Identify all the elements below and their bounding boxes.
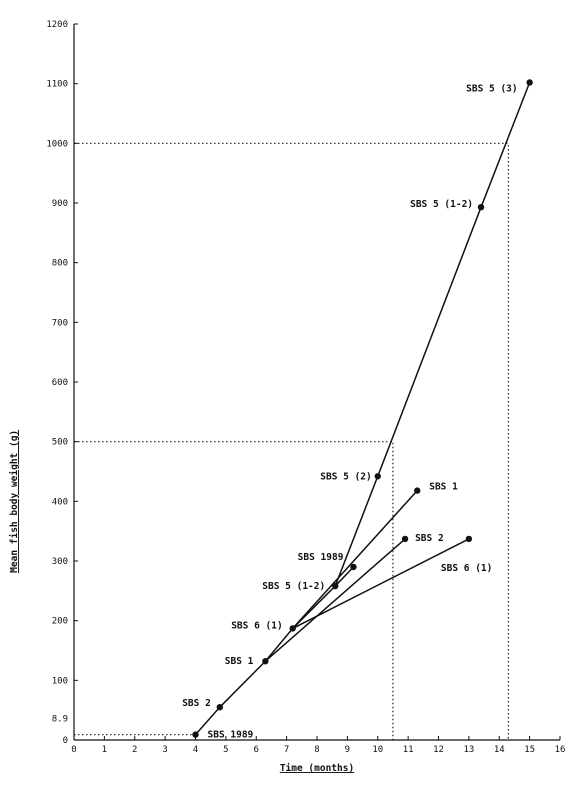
data-point [332, 582, 339, 590]
x-tick-label: 1 [102, 745, 107, 755]
data-point [526, 79, 533, 86]
x-tick-label: 12 [433, 745, 444, 755]
x-tick-label: 3 [162, 745, 167, 755]
x-tick-label: 15 [524, 745, 535, 755]
x-tick-label: 0 [71, 745, 76, 755]
data-point [262, 658, 269, 665]
y-tick-label: 0 [63, 736, 68, 746]
y-tick-label: 200 [52, 617, 68, 627]
x-tick-label: 2 [132, 745, 137, 755]
y-tick-label: 100 [52, 676, 68, 686]
y-tick-label: 600 [52, 378, 68, 388]
point-labels: SBS 1989 SBS 2 SBS 1 SBS 6 (1) SBS 5 (1-2) SB… [182, 83, 517, 740]
point-label: SBS 2 [415, 533, 444, 544]
x-tick-label: 7 [284, 745, 289, 755]
point-label: SBS 2 [182, 698, 211, 709]
y-tick-label: 400 [52, 497, 68, 507]
series-line [292, 538, 470, 630]
reference-line [74, 142, 509, 740]
data-point [289, 625, 296, 632]
point-label: SBS 5 (2) [320, 471, 371, 482]
data-point [192, 731, 199, 738]
point-label: SBS 5 (1-2) [410, 199, 473, 210]
series-line [334, 566, 354, 587]
series-lines [194, 82, 531, 736]
point-label: SBS 1989 [298, 552, 344, 563]
data-points [192, 79, 533, 738]
x-tick-label: 8 [314, 745, 319, 755]
x-tick-label: 16 [555, 745, 566, 755]
point-label: SBS 1 [429, 482, 458, 493]
data-point [374, 473, 381, 480]
point-label: SBS 1989 [208, 730, 254, 741]
point-label: SBS 5 (3) [466, 83, 517, 94]
data-point [477, 203, 485, 211]
series-line [292, 490, 418, 629]
x-tick-label: 14 [494, 745, 505, 755]
x-tick-label: 11 [403, 745, 414, 755]
series-line [194, 82, 531, 736]
x-tick-label: 13 [463, 745, 474, 755]
data-point [401, 535, 409, 543]
reference-lines [74, 142, 509, 740]
x-axis-title: Time (months) [280, 763, 354, 774]
x-tick-label: 5 [223, 745, 228, 755]
y-tick-label: 1100 [46, 80, 68, 90]
x-tick-label: 6 [254, 745, 259, 755]
axes: 0 1 2 3 4 5 6 7 8 9 10 11 12 13 14 15 160100200300400500… [46, 20, 565, 755]
data-point [465, 535, 473, 543]
x-tick-label: 10 [372, 745, 383, 755]
point-label: SBS 6 (1) [441, 563, 492, 574]
point-label: SBS 1 [225, 656, 254, 667]
x-tick-label: 9 [345, 745, 350, 755]
y-tick-label: 700 [52, 318, 68, 328]
y-tick-label: 800 [52, 259, 68, 269]
y-tick-label: 1000 [46, 139, 68, 149]
data-point [414, 487, 421, 494]
x-tick-label: 4 [193, 745, 198, 755]
y-tick-label: 900 [52, 199, 68, 209]
y-tick-label: 300 [52, 557, 68, 567]
y-tick-label: 1200 [46, 20, 68, 30]
y-extra-tick-label: 8.9 [52, 715, 68, 725]
point-label: SBS 5 (1-2) [262, 581, 325, 592]
y-tick-label: 500 [52, 438, 68, 448]
y-axis-title: Mean fish body weight (g) [9, 430, 20, 573]
point-label: SBS 6 (1) [231, 620, 282, 631]
data-point [216, 703, 223, 711]
data-point [350, 563, 357, 571]
series-line [264, 538, 406, 662]
